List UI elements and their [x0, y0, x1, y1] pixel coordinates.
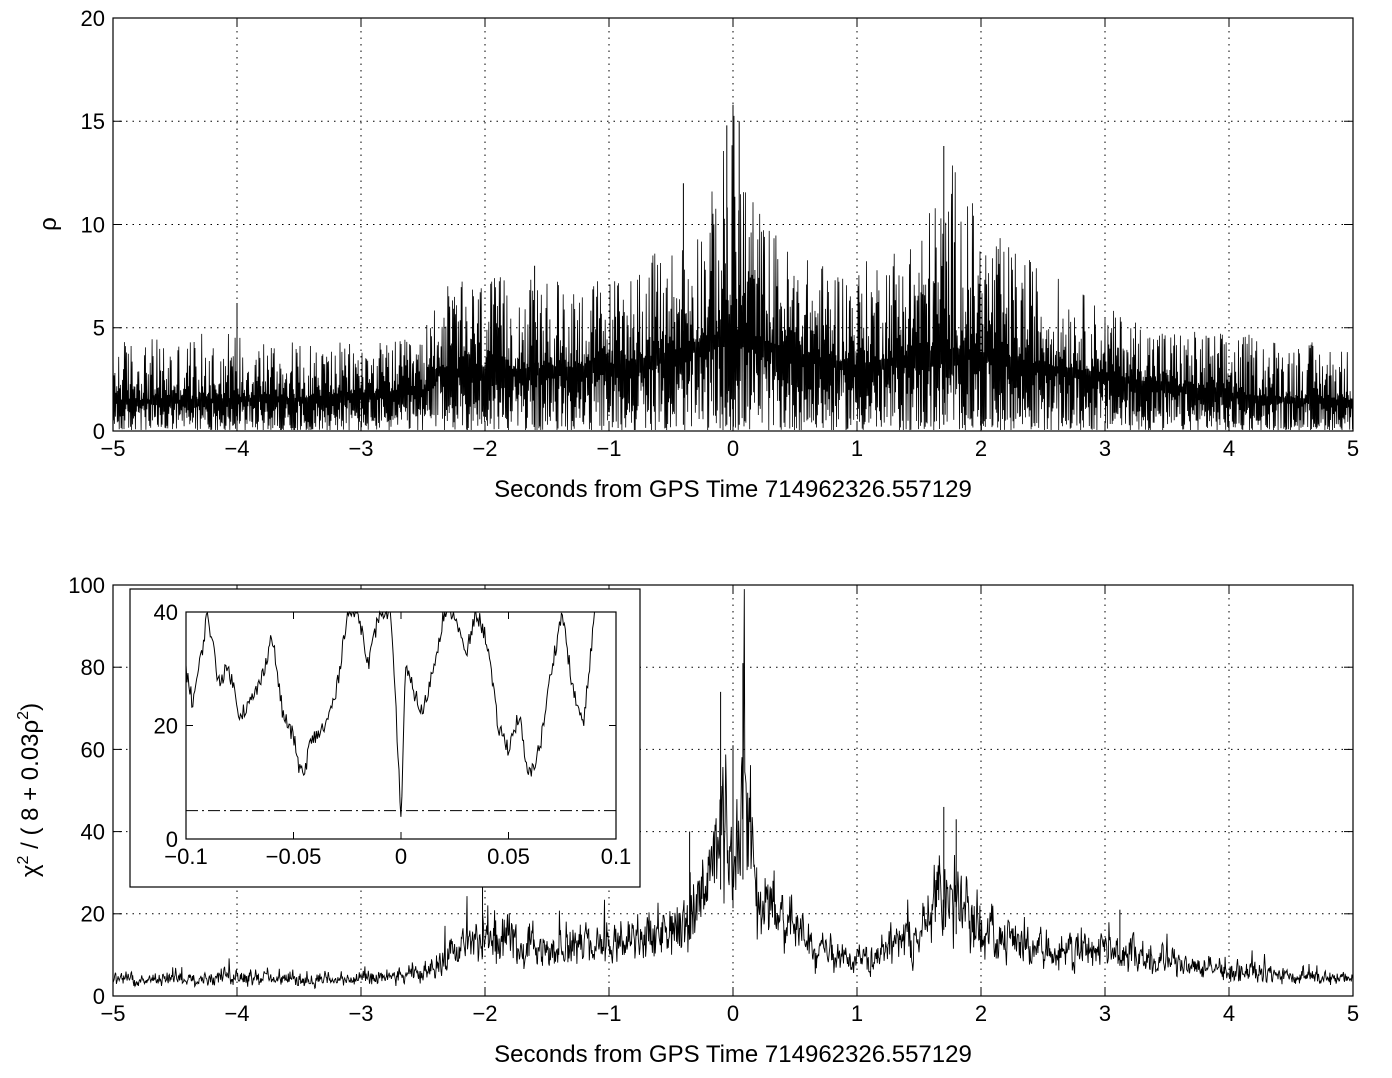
y-tick-label: 5 [93, 316, 105, 341]
x-tick-label: −0.05 [266, 844, 322, 869]
x-tick-label: −2 [472, 1001, 497, 1026]
x-tick-label: 0 [727, 1001, 739, 1026]
x-tick-label: −0.1 [164, 844, 207, 869]
inset-y-tick-labels: 0 20 40 [154, 600, 178, 852]
y-tick-labels: 0 5 10 15 20 [81, 6, 105, 444]
y-tick-label: 10 [81, 212, 105, 237]
x-tick-label: −2 [472, 436, 497, 461]
rho-series [112, 104, 1354, 431]
rho-chart: −5 −4 −3 −2 −1 0 1 2 3 4 5 0 5 10 15 20 Seconds from G… [35, 6, 1359, 503]
x-tick-labels: −5 −4 −3 −2 −1 0 1 2 3 4 5 [100, 436, 1359, 461]
x-tick-label: 5 [1347, 436, 1359, 461]
x-axis-label: Seconds from GPS Time 714962326.557129 [494, 1041, 972, 1068]
y-axis-label: ρ [35, 217, 62, 231]
x-tick-label: 2 [975, 436, 987, 461]
tick-marks [112, 17, 1354, 432]
y-label-mid: / ( 8 + 0.03ρ [17, 720, 44, 856]
y-tick-labels: 0 20 40 60 80 100 [68, 573, 105, 1009]
x-tick-label: 3 [1099, 1001, 1111, 1026]
x-tick-label: −1 [596, 1001, 621, 1026]
y-tick-label: 20 [81, 902, 105, 927]
y-label-chi: χ [17, 864, 44, 877]
y-tick-label: 15 [81, 109, 105, 134]
y-tick-label: 80 [81, 655, 105, 680]
x-tick-labels: −5 −4 −3 −2 −1 0 1 2 3 4 5 [100, 1001, 1359, 1026]
y-tick-label: 0 [166, 827, 178, 852]
x-tick-label: 0 [395, 844, 407, 869]
y-tick-label: 0 [93, 419, 105, 444]
x-tick-label: 0 [727, 436, 739, 461]
x-tick-label: 3 [1099, 436, 1111, 461]
x-tick-label: 4 [1223, 436, 1235, 461]
y-tick-label: 20 [154, 713, 178, 738]
inset-tick-marks [185, 611, 617, 840]
x-tick-label: 4 [1223, 1001, 1235, 1026]
x-tick-label: 0.1 [601, 844, 632, 869]
y-tick-label: 100 [68, 573, 105, 598]
x-tick-label: −4 [224, 436, 249, 461]
inset-chart: −0.1 −0.05 0 0.05 0.1 0 20 40 [129, 588, 641, 888]
y-tick-label: 40 [81, 820, 105, 845]
y-label-sup1: 2 [15, 855, 32, 864]
x-tick-label: −3 [348, 1001, 373, 1026]
x-tick-label: 1 [851, 1001, 863, 1026]
x-tick-label: −3 [348, 436, 373, 461]
y-tick-label: 20 [81, 6, 105, 31]
x-tick-label: −4 [224, 1001, 249, 1026]
x-tick-label: −1 [596, 436, 621, 461]
y-tick-label: 40 [154, 600, 178, 625]
y-label-end: ) [17, 703, 44, 711]
y-tick-label: 60 [81, 737, 105, 762]
x-tick-label: 1 [851, 436, 863, 461]
x-tick-label: 5 [1347, 1001, 1359, 1026]
x-axis-label: Seconds from GPS Time 714962326.557129 [494, 476, 972, 503]
x-tick-label: −5 [100, 436, 125, 461]
inset-x-tick-labels: −0.1 −0.05 0 0.05 0.1 [164, 844, 631, 869]
x-tick-label: 2 [975, 1001, 987, 1026]
chi2-series [112, 589, 1354, 990]
y-tick-label: 0 [93, 984, 105, 1009]
y-label-sup2: 2 [15, 711, 32, 720]
x-tick-label: 0.05 [487, 844, 530, 869]
inset-box [129, 588, 641, 888]
y-axis-label: χ2 / ( 8 + 0.03ρ2) [15, 703, 44, 877]
x-tick-label: −5 [100, 1001, 125, 1026]
